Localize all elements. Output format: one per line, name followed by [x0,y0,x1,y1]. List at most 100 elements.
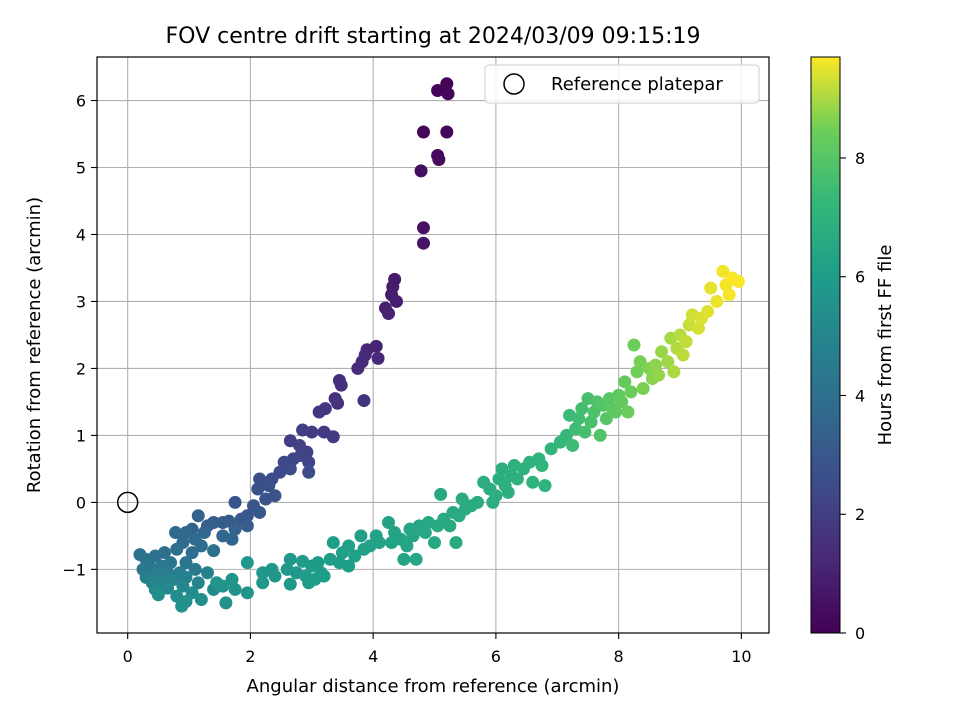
data-point [535,459,549,473]
data-point [200,566,214,580]
y-axis-ticks: −1 0 1 2 3 4 5 6 [62,92,97,579]
data-point [455,492,469,506]
legend-open-circle-marker [503,73,525,95]
x-axis-ticks: 0 2 4 6 8 10 [123,633,752,666]
data-point [216,529,230,543]
colorbar-tick-label: 2 [855,505,865,524]
data-point [722,288,736,302]
data-point [194,593,208,607]
data-point [701,305,715,319]
data-point [624,385,638,399]
data-point [228,495,242,509]
data-point [400,539,414,553]
data-point [731,274,745,288]
y-tick-label: 2 [76,359,86,378]
plot-frame [96,56,770,634]
data-point [538,479,552,493]
data-point [191,509,205,523]
data-point [544,442,558,456]
data-point [194,539,208,553]
data-point [609,405,623,419]
data-point [409,552,423,566]
data-point [416,125,430,139]
data-point [636,382,650,396]
y-axis-label: Rotation from reference (arcmin) [24,197,45,493]
data-point [161,581,175,595]
data-point [599,412,613,426]
data-point [661,355,675,369]
data-point [559,428,573,442]
data-point [716,264,730,278]
data-point [283,552,297,566]
legend-box [484,64,760,104]
data-point [228,522,242,536]
data-point [397,552,411,566]
colorbar-tick-label: 8 [855,149,865,168]
x-tick-label: 2 [245,647,255,666]
data-point [566,438,580,452]
data-point [428,536,442,550]
data-point [317,569,331,583]
data-point [416,236,430,250]
data-point [216,515,230,529]
legend-entry-reference-platepar: Reference platepar [551,74,723,95]
data-point [312,405,326,419]
data-point [372,536,386,550]
data-point [382,515,396,529]
x-tick-label: 4 [368,647,378,666]
data-point [348,549,362,563]
data-point [618,375,632,389]
y-tick-label: 3 [76,292,86,311]
data-point [334,378,348,392]
data-point [259,492,273,506]
data-point [210,576,224,590]
data-point [432,152,446,166]
data-point [240,556,254,570]
colorbar-tick-label: 6 [855,268,865,287]
data-point [676,348,690,362]
data-point [179,526,193,540]
chart-title: FOV centre drift starting at 2024/03/09 … [166,24,701,49]
data-point [575,402,589,416]
data-point [225,572,239,586]
x-tick-label: 6 [491,647,501,666]
data-point [679,335,693,349]
data-point [176,579,190,593]
data-point [240,519,254,533]
data-point [440,125,454,139]
data-point [151,588,165,602]
data-point [431,83,445,97]
data-point [382,307,396,321]
data-point [418,526,432,540]
data-point [510,472,524,486]
data-point [667,365,681,379]
data-point [133,548,147,562]
data-point [578,425,592,439]
data-point [251,482,265,496]
data-point [185,546,199,560]
x-tick-label: 8 [614,647,624,666]
data-point [253,472,267,486]
colorbar-label: Hours from first FF file [875,245,896,446]
data-point [302,465,316,479]
data-point [170,542,184,556]
data-point [342,559,356,573]
y-tick-label: 1 [76,426,86,445]
data-point [228,582,242,596]
data-point [175,599,189,613]
data-point [357,394,371,408]
data-point [283,577,297,591]
data-point [207,544,221,558]
data-point [188,562,202,576]
data-point [691,321,705,335]
data-point [219,596,233,610]
data-point [371,351,385,365]
colorbar-ticks: 0 2 4 6 8 [840,149,865,643]
data-point [633,355,647,369]
y-tick-label: −1 [62,560,86,579]
data-point [495,462,509,476]
data-point [253,505,267,519]
x-tick-label: 0 [123,647,133,666]
data-point [342,539,356,553]
